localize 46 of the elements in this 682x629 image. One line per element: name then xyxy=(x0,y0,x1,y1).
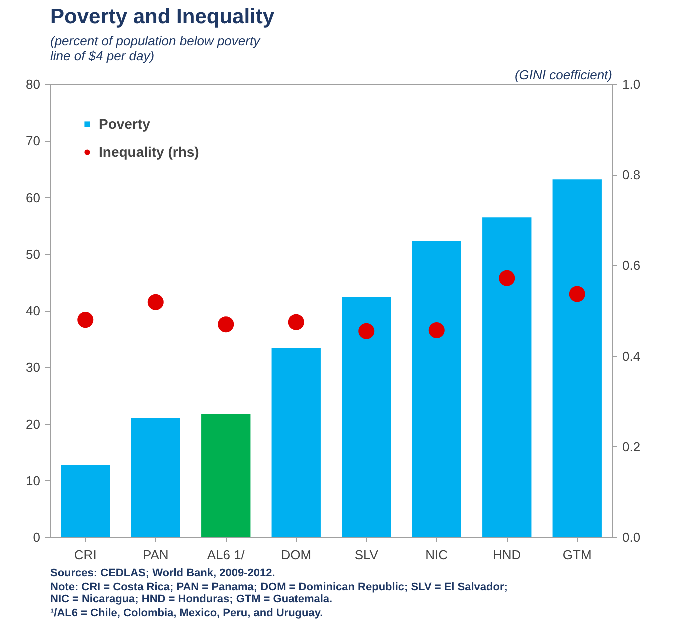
y-tick-label: 50 xyxy=(26,246,41,262)
point xyxy=(148,294,164,310)
x-tick-label: DOM xyxy=(281,548,312,562)
text: ¹/AL6 = Chile, Colombia, Mexico, Peru, and Uruguay. xyxy=(50,608,324,620)
y-tick-label: 20 xyxy=(26,416,41,432)
y2-tick-label: 0.6 xyxy=(622,258,641,274)
point xyxy=(358,323,375,340)
bar xyxy=(552,180,602,538)
y-tick-label: 10 xyxy=(26,473,41,488)
bar xyxy=(412,241,462,538)
x-tick-label: CRI xyxy=(74,548,97,562)
point xyxy=(78,312,94,328)
x-tick-label: NIC xyxy=(426,548,448,562)
point xyxy=(288,314,304,330)
y2-tick-label: 0.0 xyxy=(622,530,641,545)
x-tick-label: PAN xyxy=(142,548,169,562)
point xyxy=(218,316,234,333)
y2-tick-label: 1.0 xyxy=(622,77,641,92)
y2-tick-label: 0.2 xyxy=(622,439,641,454)
point xyxy=(569,286,586,302)
y2-tick-label: 0.4 xyxy=(622,348,641,364)
bar xyxy=(202,414,251,538)
x-tick-label: HND xyxy=(493,548,522,562)
bar xyxy=(131,418,180,538)
y-tick-label: 80 xyxy=(26,77,41,92)
source-note: Sources: CEDLAS; World Bank, 2009-2012. xyxy=(50,568,276,580)
point xyxy=(499,270,516,286)
y-tick-label: 60 xyxy=(26,190,41,206)
x-tick-label: GTM xyxy=(562,548,592,562)
text: Note: CRI = Costa Rica; PAN = Panama; DOM = Dominican Republic; SLV = El Salvador; NIC = Nicaragua; HND = Honduras; GTM = Guatemala. xyxy=(50,582,508,606)
y-tick-label: 40 xyxy=(26,304,41,318)
y-tick-label: 30 xyxy=(26,360,41,376)
y2-tick-label: 0.8 xyxy=(622,168,641,183)
bar xyxy=(342,297,392,538)
legend-label: Poverty xyxy=(99,116,150,132)
bar xyxy=(272,348,321,538)
y-tick-label: 0 xyxy=(33,530,41,545)
chart-title: Poverty and Inequality xyxy=(50,6,275,28)
point xyxy=(428,322,445,338)
x-tick-label: SLV xyxy=(354,548,379,562)
x-tick-label: AL6 1/ xyxy=(207,548,246,562)
y-axis-title: (percent of population below poverty line of $4 per day) xyxy=(50,34,262,64)
y-tick-label: 70 xyxy=(26,134,41,149)
y2-axis-title: (GINI coefficient) xyxy=(514,68,613,82)
bar xyxy=(482,218,532,538)
legend-label: Inequality (rhs) xyxy=(99,144,200,160)
